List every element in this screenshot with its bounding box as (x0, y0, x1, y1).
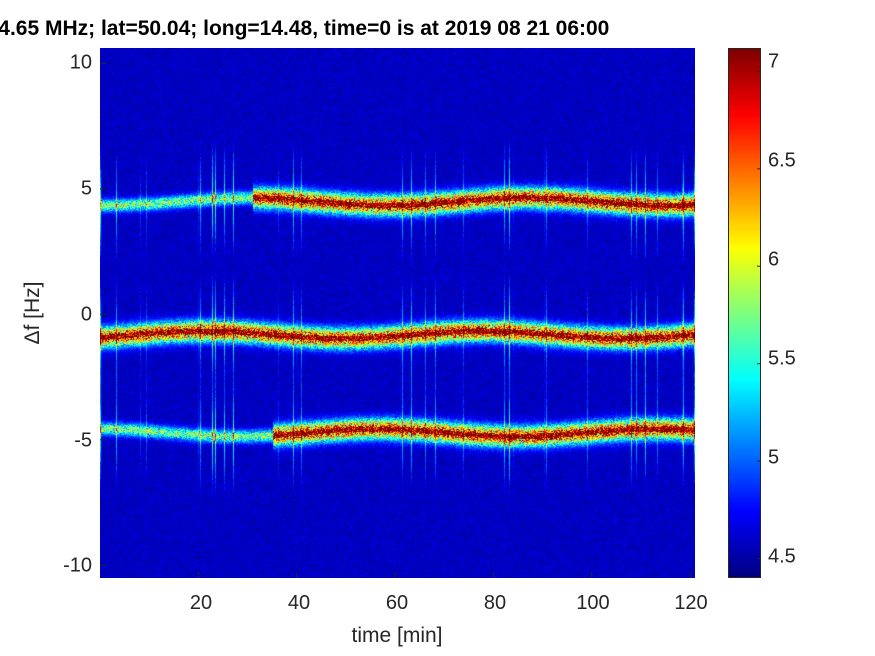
x-tick-label: 40 (287, 592, 311, 614)
colorbar (728, 48, 761, 578)
y-axis-label: Δf [Hz] (21, 281, 44, 345)
y-tick-label: 0 (80, 303, 92, 326)
chart-title: =4.65 MHz; lat=50.04; long=14.48, time=0… (0, 17, 610, 40)
spectrogram-heatmap (100, 48, 695, 578)
colorbar-tick-label: 5.5 (768, 347, 796, 370)
colorbar-tick-label: 7 (768, 50, 780, 73)
x-tick-label: 100 (576, 592, 610, 614)
y-tick-label: 5 (80, 177, 92, 200)
colorbar-tick-label: 4.5 (768, 545, 796, 568)
y-tick-label: -10 (63, 554, 92, 577)
y-tick-label: 10 (69, 51, 92, 74)
x-tick-label: 80 (483, 592, 507, 614)
x-tick-label: 120 (674, 592, 708, 614)
colorbar-tick-label: 5 (768, 446, 780, 469)
y-tick-label: -5 (74, 429, 92, 452)
colorbar-tick-label: 6 (768, 248, 780, 271)
x-axis-label: time [min] (351, 624, 443, 647)
x-tick-label: 20 (189, 592, 213, 614)
x-tick-label: 60 (385, 592, 409, 614)
colorbar-tick-label: 6.5 (768, 149, 796, 172)
